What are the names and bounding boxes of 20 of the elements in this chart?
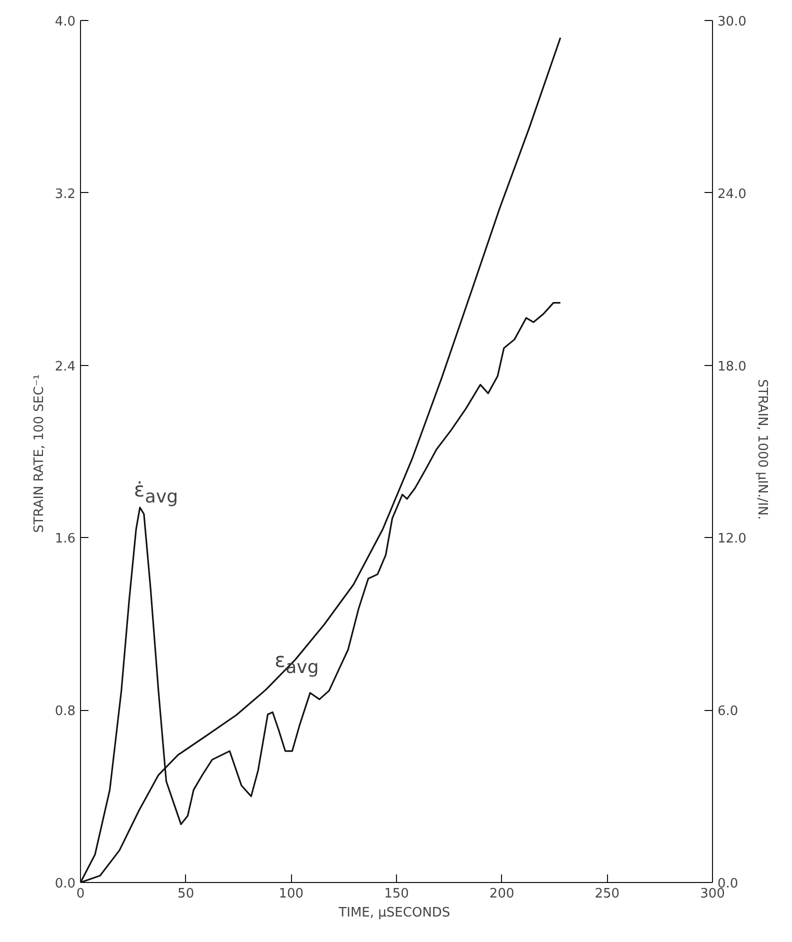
y2-tick-label: 30.0 [718, 14, 746, 30]
x-tick-label: 200 [489, 886, 514, 902]
y-tick-label: 2.4 [54, 359, 76, 374]
x-tick-label: 100 [278, 886, 304, 902]
y-axis-title: STRAIN RATE, 100 SEC⁻¹ [32, 374, 47, 533]
y-tick-label: 1.6 [54, 532, 76, 547]
x-tick-label: 50 [178, 886, 194, 902]
x-tick-label: 150 [384, 886, 409, 902]
y2-tick-label: 24.0 [718, 186, 746, 202]
y-tick-label: 3.2 [54, 186, 76, 202]
y-tick-label: 0.0 [54, 876, 76, 892]
y2-axis-title: STRAIN, 1000 μIN./IN. [754, 379, 770, 520]
x-tick-label: 0 [76, 886, 85, 902]
x-tick-label: 250 [594, 886, 620, 902]
y-tick-label: 4.0 [54, 14, 76, 30]
x-axis-title: TIME, μSECONDS [338, 906, 450, 920]
y2-tick-label: 6.0 [718, 704, 738, 720]
y-tick-label: 0.8 [54, 704, 76, 720]
y2-tick-label: 12.0 [718, 532, 746, 547]
y2-tick-label: 18.0 [718, 359, 746, 374]
